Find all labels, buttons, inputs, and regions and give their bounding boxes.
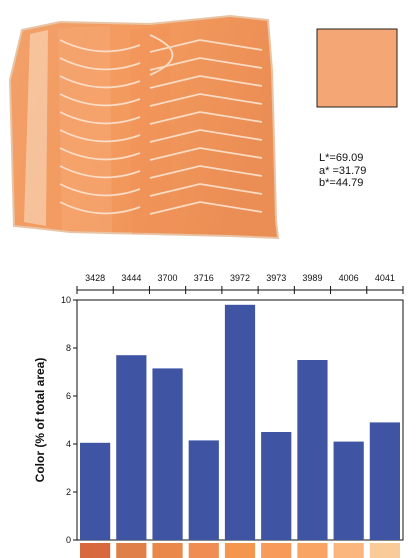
y-axis-label: Color (% of total area) bbox=[33, 358, 47, 483]
category-label: 3972 bbox=[230, 273, 250, 283]
y-tick-label: 10 bbox=[61, 295, 71, 305]
y-tick-label: 6 bbox=[66, 391, 71, 401]
y-axis-tick-labels: 0 2 4 6 8 10 bbox=[61, 295, 71, 545]
category-label: 3989 bbox=[302, 273, 322, 283]
bar-3973 bbox=[261, 432, 292, 540]
category-label: 3428 bbox=[85, 273, 105, 283]
category-swatch-3444 bbox=[116, 543, 147, 558]
category-swatch-4006 bbox=[333, 543, 364, 558]
top-category-ticks bbox=[76, 286, 404, 294]
lab-b-value: b*=44.79 bbox=[319, 177, 364, 189]
bar-3972 bbox=[224, 304, 256, 540]
category-label: 4041 bbox=[375, 273, 395, 283]
y-tick-label: 4 bbox=[66, 439, 71, 449]
category-color-strip bbox=[80, 543, 400, 558]
bar-4006 bbox=[333, 441, 364, 540]
category-swatch-3700 bbox=[152, 543, 183, 558]
lab-values: L*=69.09 a* =31.79 b*=44.79 bbox=[319, 152, 366, 190]
bar-4041 bbox=[369, 422, 400, 540]
category-label: 3716 bbox=[194, 273, 214, 283]
y-axis-ticks bbox=[73, 299, 77, 541]
bar-3989 bbox=[297, 360, 328, 540]
category-swatch-4041 bbox=[369, 543, 400, 558]
lab-l-value: L*=69.09 bbox=[319, 152, 364, 164]
top-category-labels: 3428 3444 3700 3716 3972 3973 3989 4006 4041 bbox=[85, 273, 395, 283]
category-swatch-3716 bbox=[188, 543, 219, 558]
color-swatch bbox=[316, 28, 398, 108]
category-swatch-3989 bbox=[297, 543, 328, 558]
category-swatch-3972 bbox=[224, 543, 256, 558]
bars bbox=[80, 304, 400, 540]
y-tick-label: 2 bbox=[66, 487, 71, 497]
bar-3444 bbox=[116, 355, 147, 540]
category-swatch-3428 bbox=[80, 543, 111, 558]
y-tick-label: 8 bbox=[66, 343, 71, 353]
bar-3716 bbox=[188, 440, 219, 540]
category-label: 3444 bbox=[121, 273, 141, 283]
bar-3428 bbox=[80, 442, 111, 540]
bar-3700 bbox=[152, 368, 183, 540]
category-swatch-3973 bbox=[261, 543, 292, 558]
lab-a-value: a* =31.79 bbox=[319, 164, 367, 177]
bar-chart: 3428 3444 3700 3716 3972 3973 3989 4006 4041 0 2 4… bbox=[33, 273, 404, 558]
y-tick-label: 0 bbox=[66, 535, 71, 545]
category-label: 4006 bbox=[339, 273, 359, 283]
category-label: 3973 bbox=[266, 273, 286, 283]
salmon-fillet-image bbox=[8, 14, 280, 240]
category-label: 3700 bbox=[158, 273, 178, 283]
